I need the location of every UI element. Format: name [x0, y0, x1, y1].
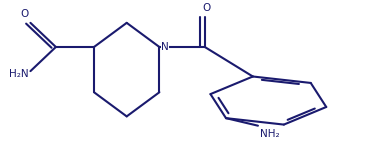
Text: O: O — [21, 9, 29, 19]
Text: NH₂: NH₂ — [260, 129, 279, 139]
Text: O: O — [202, 3, 211, 13]
Text: N: N — [161, 42, 169, 52]
Text: H₂N: H₂N — [10, 69, 29, 79]
